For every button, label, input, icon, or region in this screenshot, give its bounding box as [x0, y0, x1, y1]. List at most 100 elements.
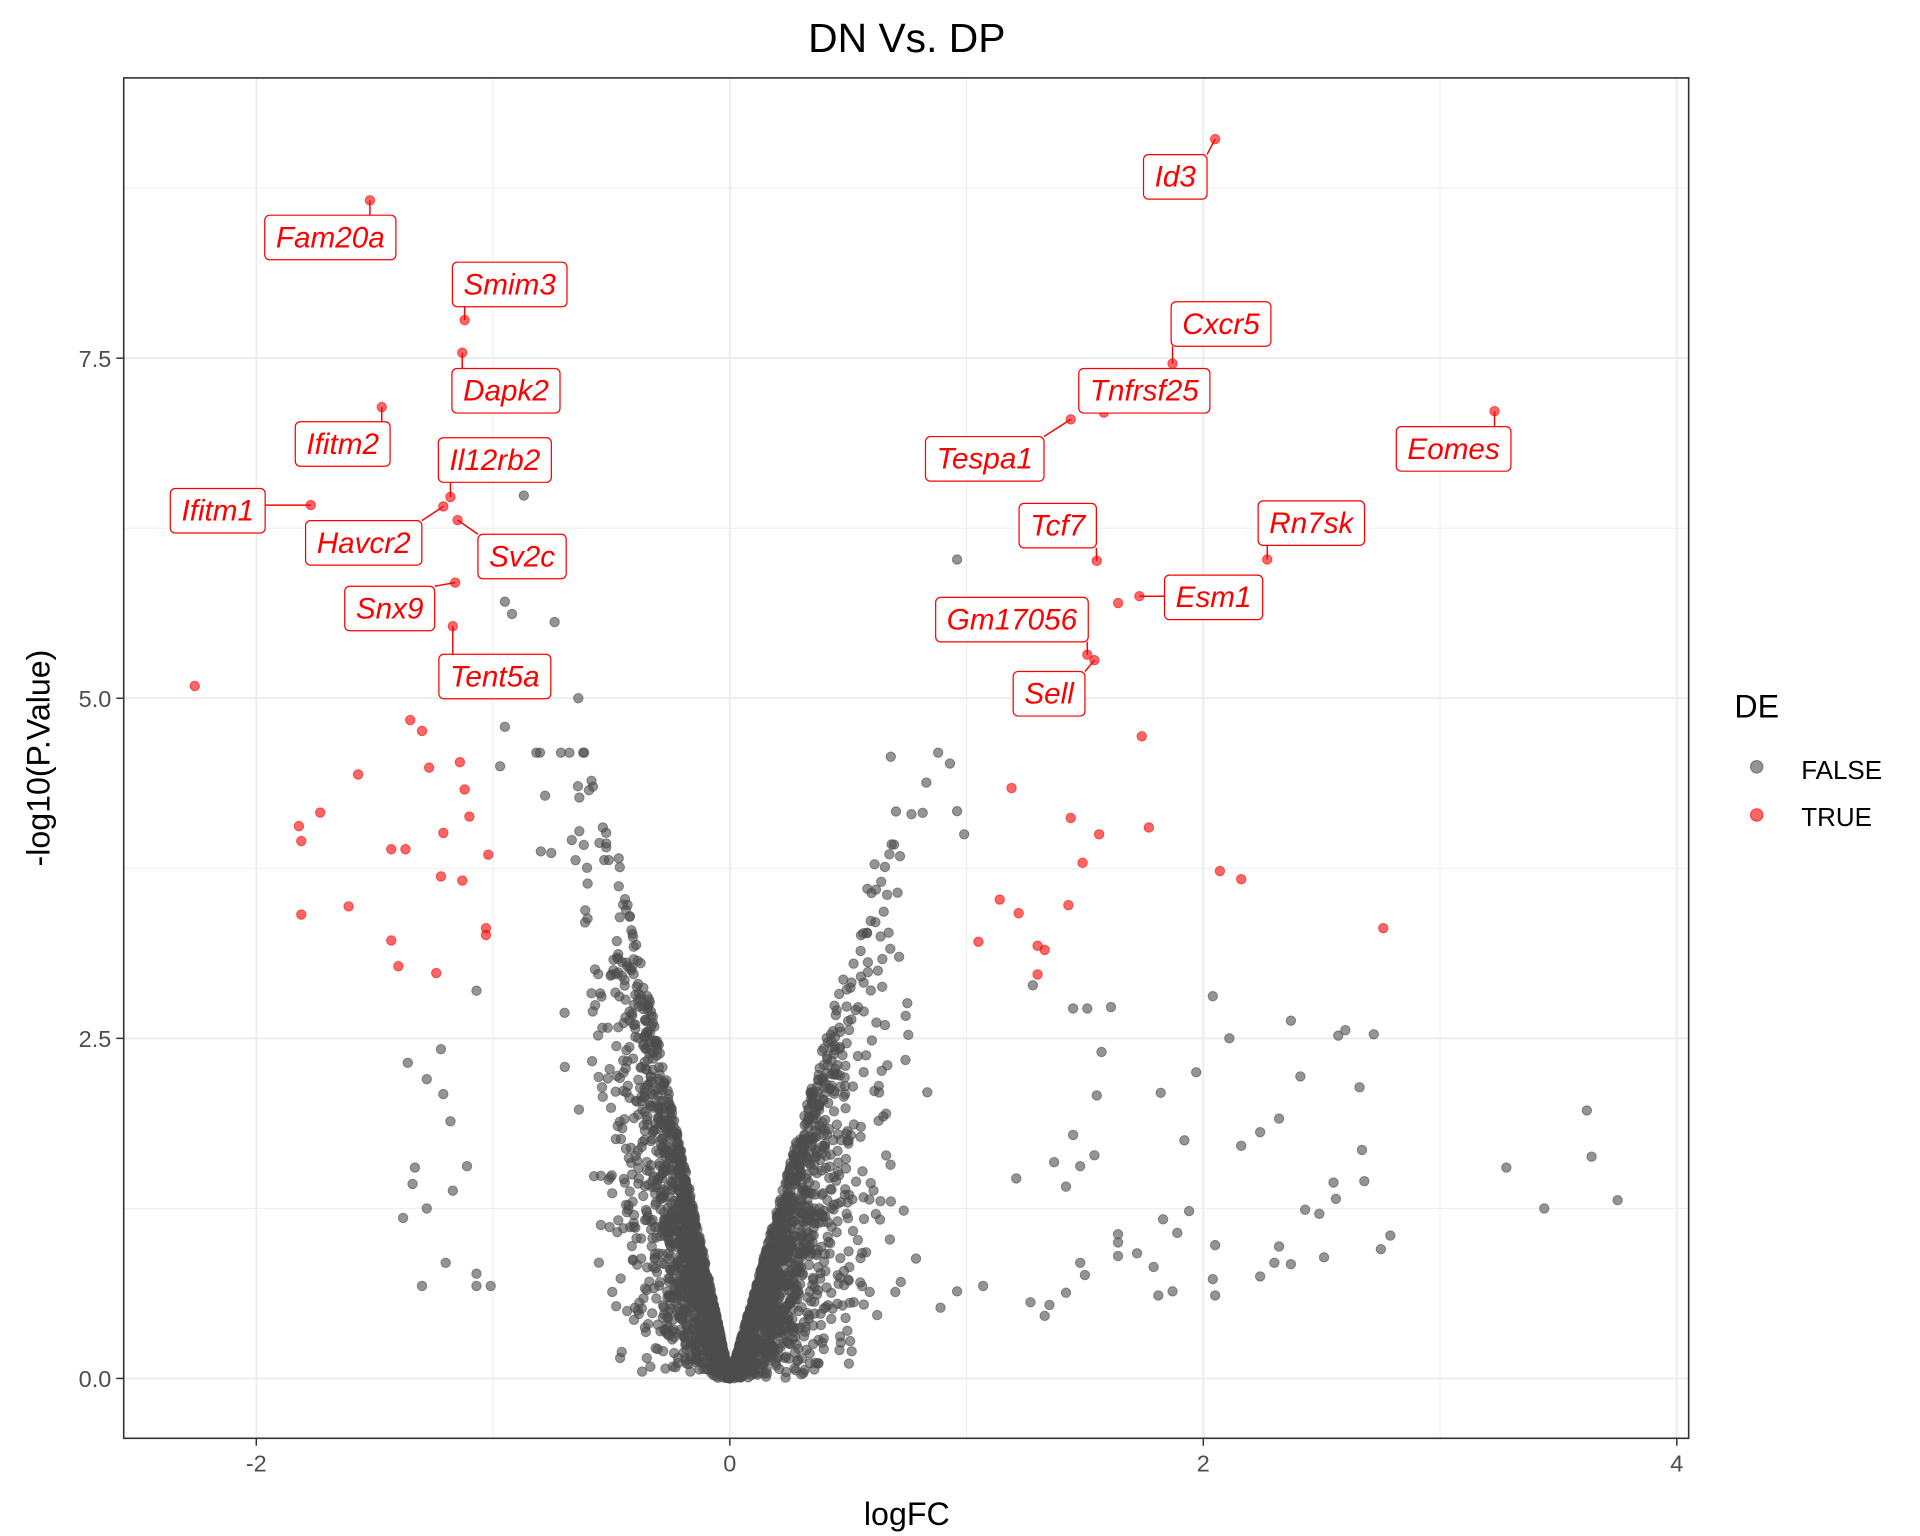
point-false	[1333, 1030, 1344, 1041]
point-false	[878, 906, 889, 917]
point-false	[780, 1280, 792, 1292]
point-false	[838, 1279, 850, 1291]
point-false	[772, 1235, 783, 1247]
point-false	[614, 1116, 626, 1127]
gene-label-cxcr5: Cxcr5	[1170, 301, 1272, 364]
gene-label-text: Snx9	[356, 592, 424, 625]
point-false	[852, 1001, 864, 1013]
gene-label-text: Smim3	[464, 268, 557, 301]
gene-label-box	[935, 596, 1089, 643]
y-axis-title: -log10(P.Value)	[20, 650, 56, 867]
point-false	[566, 834, 577, 846]
point-false	[977, 1280, 989, 1292]
point-true	[431, 967, 442, 979]
point-false	[596, 1082, 608, 1093]
point-false	[793, 1256, 804, 1267]
point-false	[674, 1225, 686, 1237]
point-false	[593, 1071, 604, 1083]
point-false	[595, 1219, 607, 1231]
point-false	[799, 1119, 810, 1131]
point-false	[1089, 1150, 1100, 1161]
point-false	[435, 1044, 447, 1055]
gene-label-box	[438, 653, 552, 700]
point-false	[814, 1120, 825, 1132]
point-false	[671, 1125, 682, 1136]
point-false	[843, 1138, 854, 1149]
point-false	[1295, 1071, 1306, 1082]
point-true	[454, 756, 466, 768]
gene-label-box	[451, 367, 561, 414]
point-false	[815, 1308, 826, 1319]
x-tick-label: 2	[1197, 1451, 1210, 1477]
point-false	[611, 935, 623, 947]
point-false	[844, 1261, 855, 1273]
point-false	[677, 1242, 688, 1253]
gene-label-snx9: Snx9	[344, 581, 456, 632]
point-false	[409, 1162, 421, 1173]
point-false	[794, 1322, 806, 1333]
gene-label-connector	[421, 505, 444, 522]
point-false	[801, 1173, 812, 1184]
point-false	[1285, 1015, 1297, 1026]
point-false	[651, 1179, 663, 1191]
point-false	[639, 1134, 650, 1145]
point-false	[599, 854, 610, 866]
point-false	[644, 1276, 655, 1287]
gene-label-box	[1078, 367, 1211, 414]
point-false	[653, 1248, 664, 1259]
point-false	[840, 1060, 851, 1071]
point-false	[713, 1326, 725, 1337]
point-false	[850, 1176, 862, 1187]
point-false	[650, 1343, 661, 1354]
gene-label-box	[1163, 574, 1264, 621]
point-false	[855, 1131, 866, 1142]
point-false	[883, 927, 894, 938]
point-false	[572, 781, 584, 792]
point-true	[386, 844, 397, 855]
point-false	[826, 1313, 837, 1325]
point-false	[653, 1102, 664, 1113]
point-false	[847, 1194, 858, 1205]
point-false	[766, 1345, 777, 1357]
point-false	[1039, 1310, 1050, 1322]
point-false	[890, 806, 902, 817]
point-false	[707, 1311, 719, 1322]
point-false	[810, 1357, 821, 1369]
y-tick-label: 7.5	[79, 346, 112, 372]
point-false	[780, 1247, 791, 1258]
point-false	[620, 994, 631, 1005]
point-false	[828, 1106, 840, 1117]
point-false	[699, 1356, 710, 1367]
point-false	[1385, 1230, 1396, 1241]
point-false	[592, 1030, 604, 1041]
point-false	[855, 945, 866, 957]
point-false	[589, 1000, 601, 1011]
point-false	[611, 952, 623, 963]
point-true	[1077, 857, 1088, 869]
point-false	[586, 775, 597, 786]
point-false	[880, 1150, 892, 1161]
point-false	[641, 1206, 653, 1218]
point-true	[1235, 873, 1247, 885]
series-false	[397, 490, 1623, 1384]
legend-label-false: FALSE	[1801, 755, 1882, 785]
point-true	[1006, 782, 1017, 794]
point-false	[689, 1318, 701, 1329]
point-false	[1112, 1229, 1124, 1240]
point-false	[813, 1262, 824, 1273]
point-false	[760, 1371, 772, 1382]
point-false	[546, 847, 557, 859]
point-false	[858, 1067, 869, 1078]
point-false	[686, 1254, 697, 1265]
point-false	[531, 747, 542, 758]
point-false	[872, 965, 884, 976]
point-false	[730, 1363, 742, 1374]
point-false	[884, 1234, 896, 1245]
point-false	[615, 1273, 626, 1284]
point-false	[801, 1246, 813, 1257]
gene-label-eomes: Eomes	[1395, 411, 1512, 472]
point-false	[642, 1318, 654, 1330]
point-false	[673, 1180, 684, 1191]
point-false	[858, 977, 869, 988]
